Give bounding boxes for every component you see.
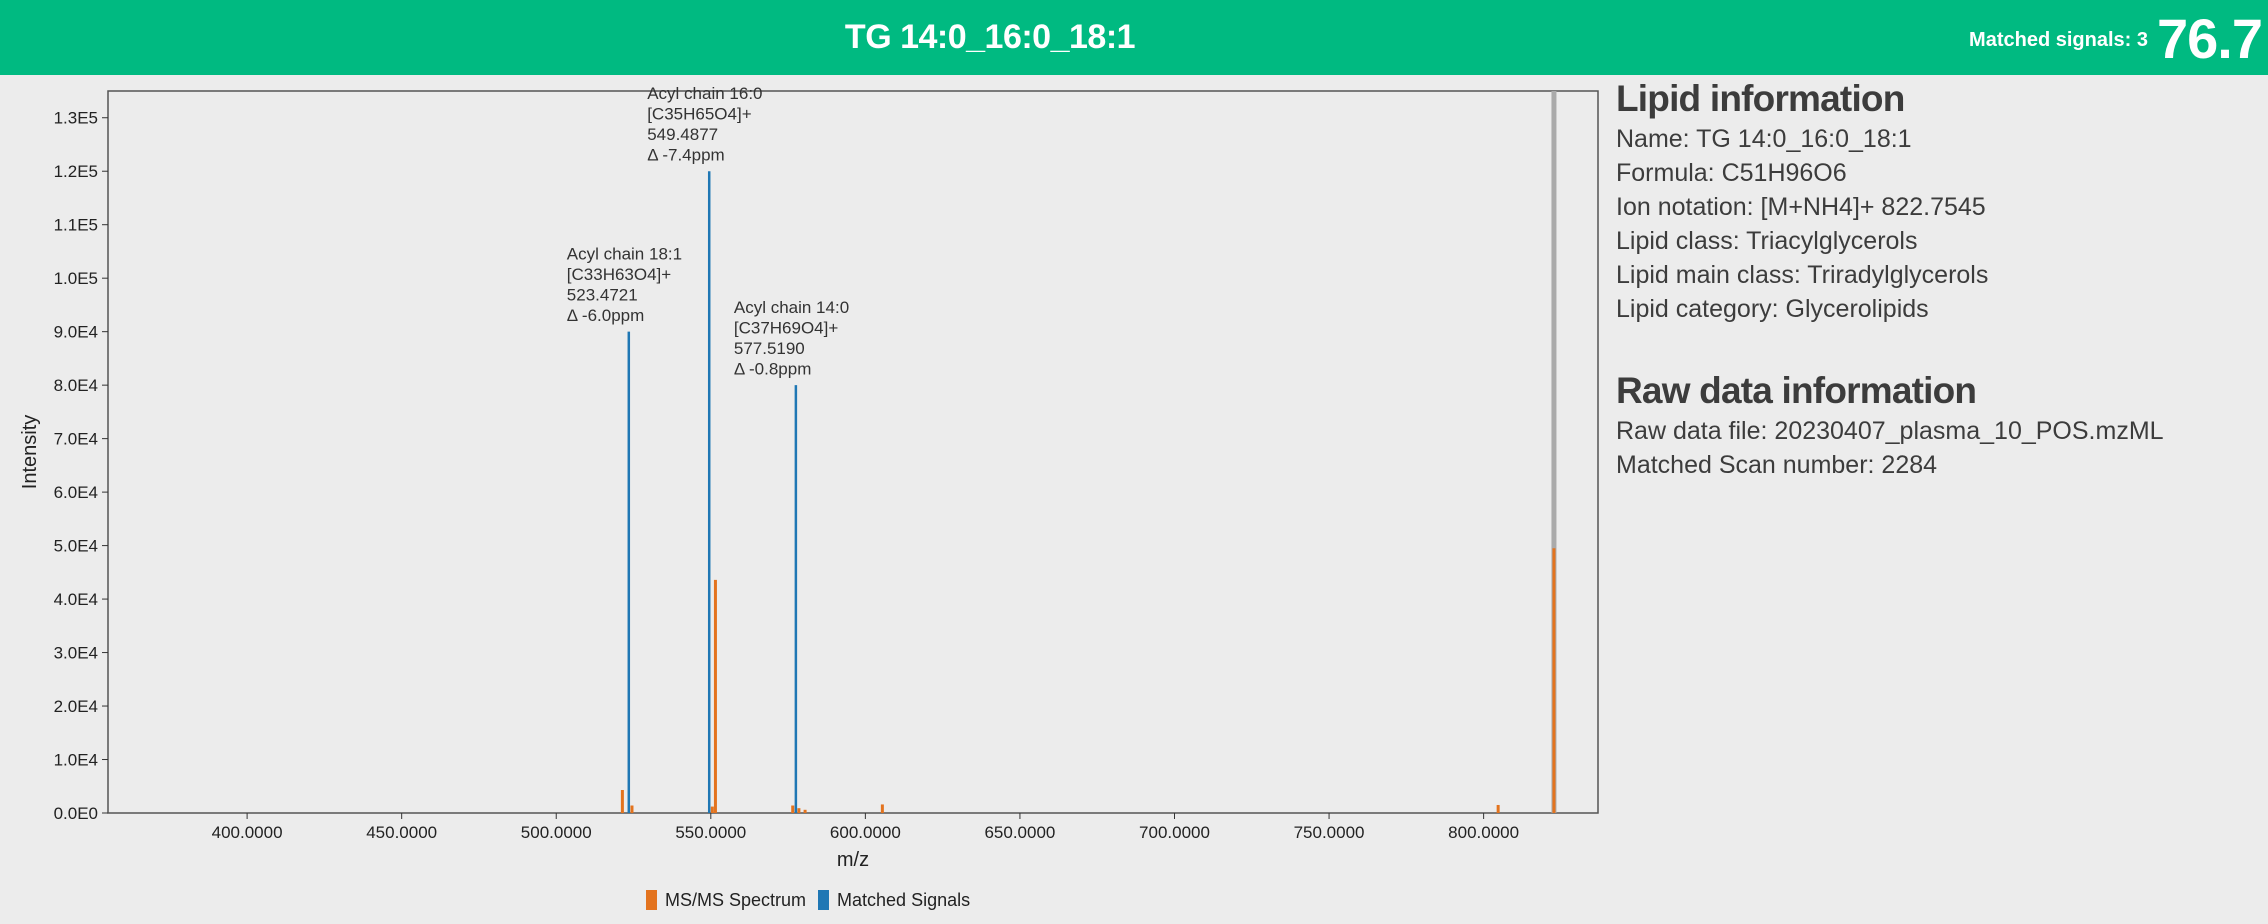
y-tick-label: 6.0E4 xyxy=(54,483,98,502)
y-tick-label: 7.0E4 xyxy=(54,430,98,449)
y-tick-label: 1.1E5 xyxy=(54,216,98,235)
ion-notation: Ion notation: [M+NH4]+ 822.7545 xyxy=(1616,193,1986,221)
y-tick-label: 3.0E4 xyxy=(54,644,98,663)
legend-swatch-spectrum xyxy=(646,890,657,910)
matched-signals-count: 3 xyxy=(2136,29,2148,51)
lipid-info-title: Lipid information xyxy=(1616,78,1905,119)
raw-data-title: Raw data information xyxy=(1616,370,1977,411)
y-tick-label: 1.2E5 xyxy=(54,162,98,181)
lipid-name: Name: TG 14:0_16:0_18:1 xyxy=(1616,125,1912,153)
y-tick-label: 8.0E4 xyxy=(54,376,98,395)
x-tick-label: 400.0000 xyxy=(212,823,283,842)
lipid-class: Lipid class: Triacylglycerols xyxy=(1616,227,1918,255)
peak-annotation-line: Acyl chain 18:1 xyxy=(567,245,682,264)
x-tick-label: 750.0000 xyxy=(1294,823,1365,842)
spectrum-chart: 0.0E0 1.0E4 2.0E4 3.0E4 4.0E4 5.0E4 6.0E4 7.0E4… xyxy=(19,84,1599,871)
peak-annotation-line: Δ -7.4ppm xyxy=(647,146,725,165)
y-tick-label: 5.0E4 xyxy=(54,537,98,556)
x-tick-label: 450.0000 xyxy=(366,823,437,842)
peak-annotation-line: [C37H69O4]+ xyxy=(734,319,838,338)
x-tick-label: 650.0000 xyxy=(984,823,1055,842)
peak-annotation-line: 523.4721 xyxy=(567,286,638,305)
lipid-title: TG 14:0_16:0_18:1 xyxy=(844,18,1136,56)
x-tick-label: 600.0000 xyxy=(830,823,901,842)
info-panel: Lipid information Name: TG 14:0_16:0_18:… xyxy=(1616,76,2256,482)
legend-label-matched: Matched Signals xyxy=(837,889,971,910)
y-tick-label: 2.0E4 xyxy=(54,697,98,716)
legend-swatch-matched xyxy=(818,890,830,910)
legend-item-matched: Matched Signals xyxy=(818,890,970,911)
x-tick-label: 550.0000 xyxy=(675,823,746,842)
peak-annotation-line: [C35H65O4]+ xyxy=(647,105,751,124)
x-axis-label: m/z xyxy=(837,849,869,871)
y-tick-label: 9.0E4 xyxy=(54,323,98,342)
legend-label-spectrum: MS/MS Spectrum xyxy=(665,889,807,910)
y-tick-label: 1.0E5 xyxy=(54,269,98,288)
chart-legend: MS/MS Spectrum Matched Signals xyxy=(646,888,982,912)
legend-item-spectrum: MS/MS Spectrum xyxy=(646,890,806,911)
peak-annotation-line: 577.5190 xyxy=(734,339,805,358)
peak-annotation-line: [C33H63O4]+ xyxy=(567,265,671,284)
x-tick-label: 800.0000 xyxy=(1448,823,1519,842)
y-tick-label: 4.0E4 xyxy=(54,590,98,609)
peak-annotation-line: Acyl chain 14:0 xyxy=(734,298,849,317)
matched-signals-label: Matched signals: 3 xyxy=(1969,0,2148,80)
plot-area xyxy=(107,90,1599,814)
peak-annotation-line: Δ -0.8ppm xyxy=(734,360,812,379)
y-axis-label: Intensity xyxy=(19,415,41,489)
y-tick-label: 1.3E5 xyxy=(54,109,98,128)
lipid-category: Lipid category: Glycerolipids xyxy=(1616,295,1929,323)
peak-annotation-line: 549.4877 xyxy=(647,125,718,144)
lipid-formula: Formula: C51H96O6 xyxy=(1616,159,1847,187)
x-tick-label: 700.0000 xyxy=(1139,823,1210,842)
x-tick-label: 500.0000 xyxy=(521,823,592,842)
scan-number: Matched Scan number: 2284 xyxy=(1616,451,1938,479)
peak-annotation-line: Acyl chain 16:0 xyxy=(647,84,762,103)
raw-data-file: Raw data file: 20230407_plasma_10_POS.mz… xyxy=(1616,417,2164,445)
y-tick-label: 0.0E0 xyxy=(54,804,98,823)
lipid-main-class: Lipid main class: Triradylglycerols xyxy=(1616,261,1989,289)
score-value: 76.7 xyxy=(2157,7,2263,70)
peak-annotation-line: Δ -6.0ppm xyxy=(567,306,645,325)
header-bar: TG 14:0_16:0_18:1 Matched signals: 3 76.… xyxy=(0,0,2268,75)
y-tick-label: 1.0E4 xyxy=(54,751,98,770)
matched-signals-text: Matched signals: xyxy=(1969,29,2132,51)
